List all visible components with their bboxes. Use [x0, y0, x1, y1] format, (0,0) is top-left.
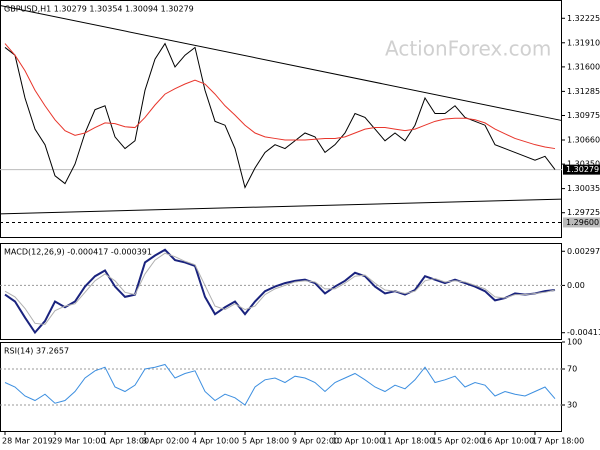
y-tick-label: -0.004116: [567, 328, 600, 337]
level-label: 1.29600: [566, 218, 599, 227]
y-tick-label: 100: [567, 338, 582, 347]
y-tick-label: 1.30660: [567, 136, 600, 145]
panel-title: RSI(14) 37.2657: [4, 347, 69, 356]
y-tick-label: 1.29725: [567, 208, 600, 217]
level-box: [563, 217, 600, 228]
y-tick-label: 1.32225: [567, 14, 600, 23]
x-tick-label: 29 Mar 10:00: [52, 437, 105, 446]
series-line: [4, 252, 556, 326]
x-tick-label: 9 Apr 02:00: [292, 437, 339, 446]
panel-title: GBPUSD,H1 1.30279 1.30354 1.30094 1.3027…: [4, 5, 194, 14]
x-tick-label: 16 Apr 10:00: [482, 437, 534, 446]
y-tick-label: 0.002971: [567, 247, 600, 256]
panel-border: [0, 342, 562, 432]
x-tick-label: 5 Apr 18:00: [242, 437, 289, 446]
price-box: [563, 164, 600, 175]
trendline: [0, 198, 563, 215]
watermark: ActionForex.com: [385, 37, 551, 61]
x-tick-label: 17 Apr 18:00: [532, 437, 584, 446]
x-tick-label: 4 Apr 10:00: [192, 437, 239, 446]
x-tick-label: 15 Apr 02:00: [432, 437, 484, 446]
y-tick-label: 0.00: [567, 281, 585, 290]
x-tick-label: 28 Mar 2019: [2, 437, 53, 446]
panel-border: [0, 0, 562, 238]
y-tick-label: 70: [567, 365, 577, 374]
y-tick-label: 1.31285: [567, 87, 600, 96]
series-line: [4, 363, 556, 406]
y-tick-label: 1.31600: [567, 62, 600, 71]
panel-title: MACD(12,26,9) -0.000417 -0.000391: [4, 248, 152, 257]
trendline: [0, 4, 563, 122]
series-line: [4, 42, 556, 189]
x-tick-label: 10 Apr 10:00: [332, 437, 384, 446]
panel-border: [0, 243, 562, 340]
y-tick-label: 1.30975: [567, 111, 600, 120]
x-tick-label: 3 Apr 02:00: [142, 437, 189, 446]
series-line: [4, 248, 556, 335]
y-tick-label: 30: [567, 401, 577, 410]
y-tick-label: 1.30350: [567, 160, 600, 169]
price-label: 1.30279: [566, 165, 599, 174]
x-tick-label: 11 Apr 18:00: [382, 437, 434, 446]
y-tick-label: 1.30035: [567, 184, 600, 193]
y-tick-label: 1.31910: [567, 38, 600, 47]
series-line: [4, 43, 556, 150]
x-tick-label: 1 Apr 18:00: [102, 437, 149, 446]
